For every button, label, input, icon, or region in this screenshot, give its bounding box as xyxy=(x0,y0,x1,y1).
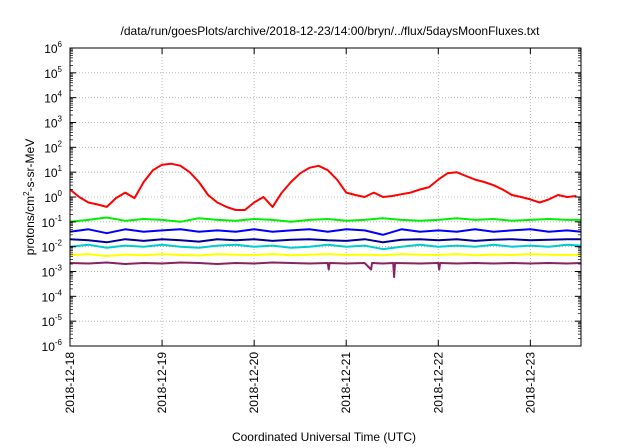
series-line-4 xyxy=(69,238,581,244)
series-line-5 xyxy=(69,243,582,251)
series-line-3 xyxy=(69,228,582,236)
chart-title: /data/run/goesPlots/archive/2018-12-23/1… xyxy=(121,24,541,38)
y-tick-label-base: 10 xyxy=(44,92,58,106)
y-ticks: 10610510410310210110010-110-210-310-410-… xyxy=(42,40,581,354)
y-tick-label-exp: 4 xyxy=(58,90,63,99)
y-tick-label-exp: 0 xyxy=(58,189,63,198)
y-tick-label: 104 xyxy=(44,90,62,106)
y-tick-label: 10-1 xyxy=(42,214,63,230)
y-tick-label: 10-5 xyxy=(42,313,63,329)
x-tick-label: 2018-12-20 xyxy=(247,352,261,414)
y-tick-label-base: 10 xyxy=(44,166,58,180)
x-tick-label: 2018-12-23 xyxy=(523,352,537,414)
y-tick-label: 10-4 xyxy=(42,288,63,304)
y-tick-label-exp: -1 xyxy=(55,214,63,223)
y-tick-label: 102 xyxy=(44,139,62,155)
y-tick-label-base: 10 xyxy=(42,241,56,255)
y-tick-label-base: 10 xyxy=(44,42,58,56)
y-tick-label: 10-3 xyxy=(42,264,63,280)
series-line-2 xyxy=(69,216,581,223)
y-tick-label-base: 10 xyxy=(44,141,58,155)
y-tick-label-base: 10 xyxy=(42,216,56,230)
y-tick-label-exp: -6 xyxy=(55,338,63,347)
y-tick-label-exp: -4 xyxy=(55,288,63,297)
y-tick-label: 100 xyxy=(44,189,62,205)
y-tick-label-base: 10 xyxy=(44,67,58,81)
y-axis-label-pre: protons/cm xyxy=(23,196,37,255)
y-tick-label-exp: -2 xyxy=(55,239,63,248)
y-tick-label-base: 10 xyxy=(42,290,56,304)
x-axis-label: Coordinated Universal Time (UTC) xyxy=(232,430,416,444)
y-tick-label: 105 xyxy=(44,65,62,81)
x-tick-label: 2018-12-18 xyxy=(63,352,77,414)
series-line-1 xyxy=(69,162,577,211)
y-tick-label: 10-6 xyxy=(42,338,63,354)
x-tick-label: 2018-12-21 xyxy=(339,352,353,414)
y-tick-label: 106 xyxy=(44,40,62,56)
x-tick-label: 2018-12-19 xyxy=(155,352,169,414)
y-tick-label-base: 10 xyxy=(44,191,58,205)
y-tick-label-base: 10 xyxy=(42,340,56,354)
grid xyxy=(70,48,581,346)
series-line-6 xyxy=(69,253,582,257)
series-layer xyxy=(69,162,582,278)
series-line-7 xyxy=(69,261,582,278)
y-tick-label: 101 xyxy=(44,164,62,180)
x-ticks: 2018-12-18 2018-12-19 2018-12-20 2018-12-21… xyxy=(63,48,537,413)
y-tick-label-exp: -5 xyxy=(55,313,63,322)
y-axis-label-sup: 2 xyxy=(22,191,31,196)
y-tick-label-exp: -3 xyxy=(55,264,63,273)
y-tick-label: 103 xyxy=(44,115,62,131)
y-tick-label-exp: 1 xyxy=(58,164,63,173)
y-axis-label-post: -s-sr-MeV xyxy=(23,139,37,192)
y-tick-label-exp: 6 xyxy=(58,40,63,49)
x-tick-label: 2018-12-22 xyxy=(431,352,445,414)
y-tick-label-exp: 2 xyxy=(58,139,63,148)
y-axis-label: protons/cm2-s-sr-MeV xyxy=(22,139,37,255)
y-tick-label-exp: 5 xyxy=(58,65,63,74)
y-tick-label-exp: 3 xyxy=(58,115,63,124)
y-tick-label: 10-2 xyxy=(42,239,63,255)
y-tick-label-base: 10 xyxy=(42,266,56,280)
y-tick-label-base: 10 xyxy=(42,315,56,329)
y-tick-label-base: 10 xyxy=(44,117,58,131)
